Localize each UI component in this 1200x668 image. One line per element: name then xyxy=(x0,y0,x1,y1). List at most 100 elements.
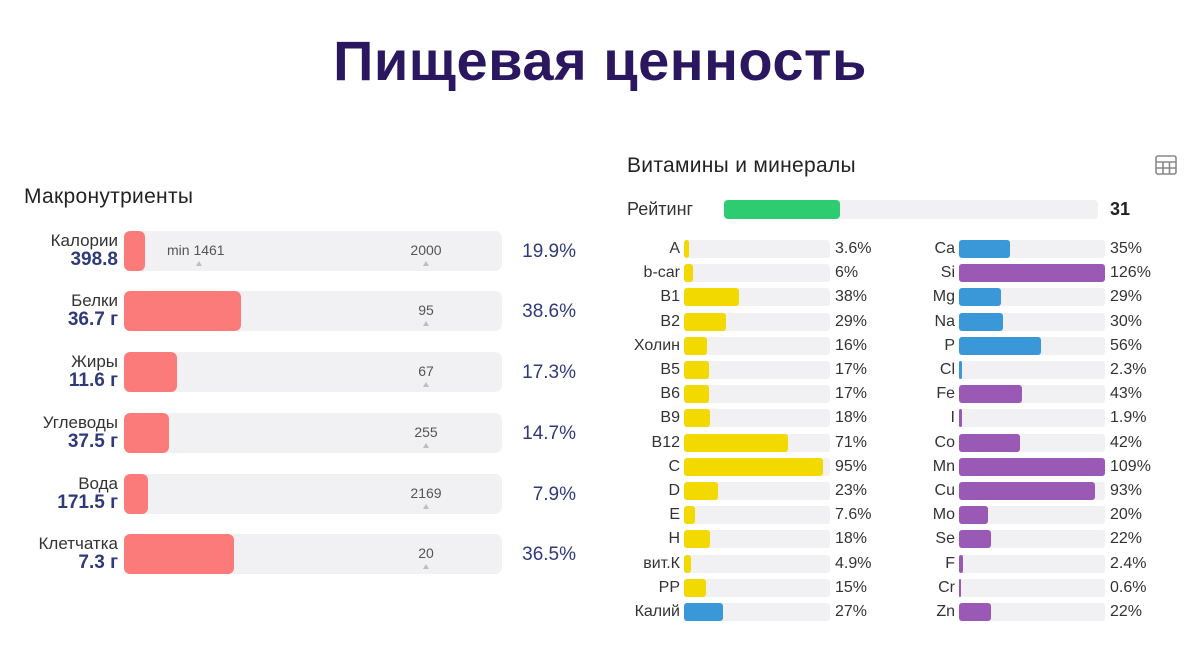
nutrient-bar-fill xyxy=(684,578,706,597)
nutrient-bar xyxy=(959,385,1105,404)
vitamin-row: Калий 27% xyxy=(0,602,1200,622)
target-marker xyxy=(423,321,429,326)
nutrient-bar-fill xyxy=(684,361,709,379)
macro-row: Жиры 11.6 г 67 17.3% xyxy=(0,352,600,394)
mineral-row: F 2.4% xyxy=(0,554,1200,574)
nutrient-bar-fill xyxy=(684,288,739,307)
nutrient-percent: 29% xyxy=(835,312,868,330)
vitamin-row: C 95% xyxy=(0,457,1200,477)
macro-label: Углеводы 37.5 г xyxy=(8,413,118,451)
macro-bar: 2169 xyxy=(124,474,502,514)
nutrient-bar-fill xyxy=(684,554,691,573)
nutrient-bar xyxy=(959,530,1105,549)
target-marker xyxy=(423,564,429,569)
nutrient-bar-fill xyxy=(959,530,991,549)
nutrient-name: H xyxy=(668,530,680,548)
nutrient-bar xyxy=(684,603,830,621)
nutrient-name: вит.К xyxy=(643,554,680,572)
nutrient-percent: 2.4% xyxy=(1110,554,1147,572)
nutrient-bar-fill xyxy=(959,578,961,597)
nutrient-bar-fill xyxy=(959,554,963,573)
nutrient-bar-fill xyxy=(684,457,823,476)
macro-label: Вода 171.5 г xyxy=(8,474,118,512)
nutrient-bar-fill xyxy=(959,409,962,428)
macro-value: 171.5 г xyxy=(57,492,118,513)
macro-percent: 19.9% xyxy=(522,241,576,262)
nutrient-bar-fill xyxy=(684,264,693,283)
macro-label: Клетчатка 7.3 г xyxy=(8,534,119,572)
nutrient-bar xyxy=(959,554,1105,573)
nutrient-bar xyxy=(959,457,1105,476)
nutrient-bar xyxy=(684,433,830,452)
nutrient-bar xyxy=(959,240,1105,258)
nutrient-bar xyxy=(959,603,1105,621)
nutrient-name: A xyxy=(669,240,680,257)
nutrient-bar-fill xyxy=(684,530,710,549)
nutrient-bar xyxy=(959,264,1105,283)
nutrient-bar-fill xyxy=(959,240,1010,258)
nutrient-name: Se xyxy=(935,530,955,548)
macro-percent: 17.3% xyxy=(522,362,576,383)
nutrient-name: Cl xyxy=(939,361,955,378)
mineral-row: Fe 43% xyxy=(0,384,1200,404)
macro-target-label: 255 xyxy=(414,424,438,440)
nutrient-bar xyxy=(959,506,1105,525)
nutrient-bar xyxy=(684,530,830,549)
nutrient-bar-fill xyxy=(959,433,1020,452)
rating-value: 31 xyxy=(1110,199,1131,219)
macro-target-label: 2000 xyxy=(410,242,442,258)
nutrient-percent: 56% xyxy=(1110,336,1143,354)
macro-bar: 20 xyxy=(124,534,502,574)
nutrient-bar-fill xyxy=(684,312,726,331)
macro-value: 398.8 xyxy=(70,249,118,270)
nutrient-bar xyxy=(684,578,830,597)
table-icon[interactable] xyxy=(1155,155,1177,175)
nutrient-percent: 22% xyxy=(1110,603,1143,620)
macro-bar: 67 xyxy=(124,352,502,392)
macro-value: 37.5 г xyxy=(67,431,118,452)
nutrient-name: E xyxy=(669,506,680,524)
nutrient-bar-fill xyxy=(959,336,1041,355)
macro-percent: 7.9% xyxy=(532,484,576,505)
vitamin-row: Холин 16% xyxy=(0,336,1200,356)
nutrient-name: B12 xyxy=(651,433,680,451)
nutrient-percent: 29% xyxy=(1110,288,1143,306)
nutrient-percent: 3.6% xyxy=(835,240,872,257)
vitamin-row: H 18% xyxy=(0,529,1200,549)
mineral-row: P 56% xyxy=(0,336,1200,356)
mineral-row: Cu 93% xyxy=(0,481,1200,501)
nutrient-percent: 35% xyxy=(1110,240,1143,257)
nutrient-percent: 22% xyxy=(1110,530,1143,548)
nutrient-bar xyxy=(959,361,1105,379)
nutrient-bar-fill xyxy=(959,603,991,621)
nutrient-percent: 17% xyxy=(835,361,868,378)
macro-target-label: 20 xyxy=(418,545,434,561)
nutrient-bar xyxy=(684,240,830,258)
nutrient-name: B9 xyxy=(660,409,680,427)
macro-bar-fill xyxy=(124,474,148,514)
nutrient-percent: 95% xyxy=(835,457,868,475)
macro-label: Калории 398.8 xyxy=(8,231,118,269)
nutrient-bar xyxy=(684,482,830,500)
mineral-row: Mg 29% xyxy=(0,287,1200,307)
macro-bar-fill xyxy=(124,231,145,271)
nutrient-percent: 71% xyxy=(835,433,868,451)
nutrient-percent: 18% xyxy=(835,409,868,427)
nutrient-name: B5 xyxy=(660,361,680,378)
nutrient-bar-fill xyxy=(684,506,695,525)
nutrient-name: b-car xyxy=(643,264,680,282)
nutrient-bar-fill xyxy=(959,288,1001,307)
rating-fill xyxy=(724,200,840,219)
macro-value: 36.7 г xyxy=(67,309,118,330)
nutrient-percent: 38% xyxy=(835,288,868,306)
nutrient-bar xyxy=(684,409,830,428)
mineral-row: Si 126% xyxy=(0,263,1200,283)
nutrient-bar xyxy=(959,578,1105,597)
nutrient-bar-fill xyxy=(959,361,962,379)
vitamin-row: B12 71% xyxy=(0,433,1200,453)
nutrient-bar xyxy=(684,288,830,307)
macro-label: Жиры 11.6 г xyxy=(8,352,118,390)
nutrient-percent: 1.9% xyxy=(1110,409,1147,427)
nutrient-percent: 27% xyxy=(835,603,868,620)
nutrient-name: B1 xyxy=(660,288,680,306)
